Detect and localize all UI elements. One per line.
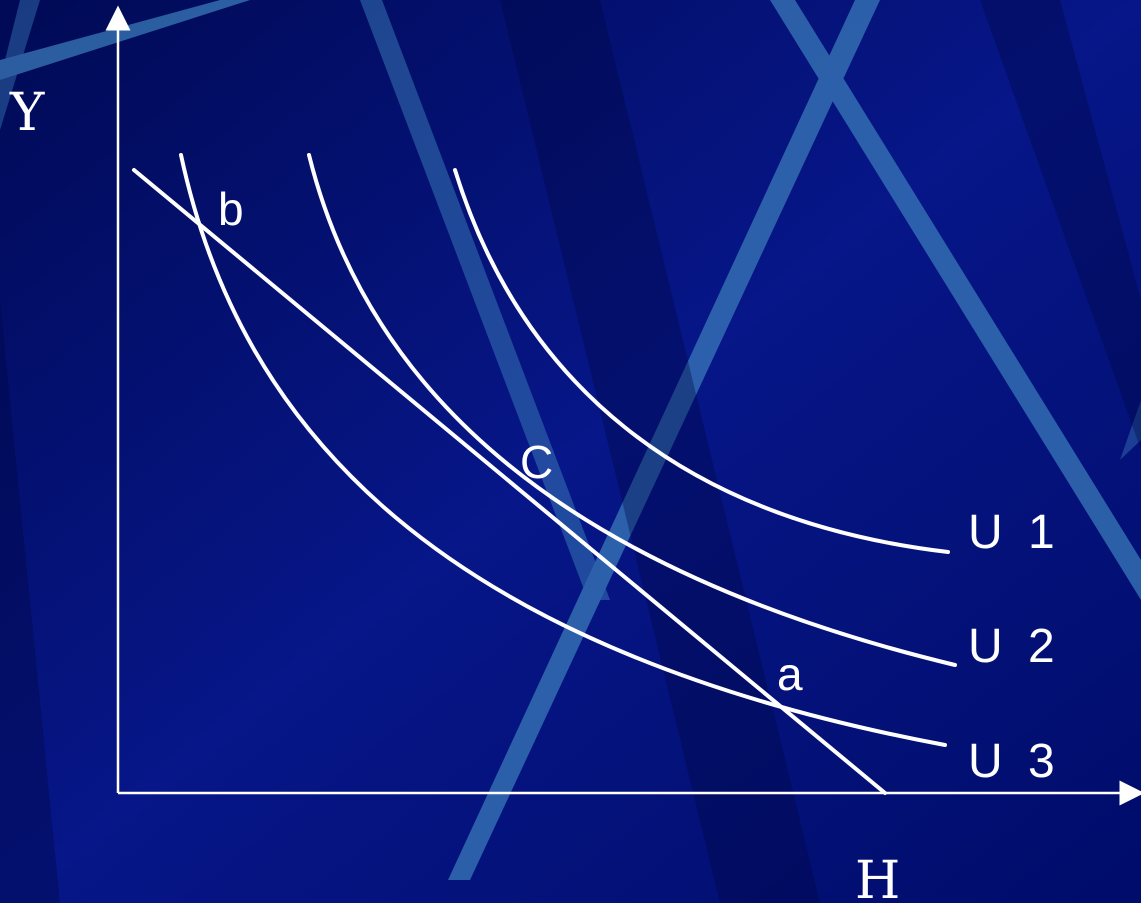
budget-line bbox=[132, 168, 887, 795]
stripe-left bbox=[0, 0, 40, 130]
point-label-b: b bbox=[218, 183, 244, 235]
point-label-a: a bbox=[777, 648, 803, 700]
curve-u2 bbox=[307, 153, 957, 667]
x-axis-label: H bbox=[855, 851, 900, 903]
curve-label-u3: U 3 bbox=[968, 735, 1061, 788]
curve-label-u1: U 1 bbox=[968, 506, 1061, 559]
stripe-cross-down bbox=[770, 0, 1141, 600]
curve-u3 bbox=[179, 153, 947, 747]
point-label-c: C bbox=[520, 436, 553, 488]
decorative-stripes bbox=[0, 0, 1141, 880]
curve-u1 bbox=[453, 168, 950, 554]
stripe-cross-up bbox=[448, 0, 880, 880]
y-axis-label: Y bbox=[9, 83, 45, 143]
stripe-top-left bbox=[0, 0, 250, 80]
shade-band-1 bbox=[0, 300, 60, 903]
curve-label-u2: U 2 bbox=[968, 620, 1061, 673]
shade-band-3 bbox=[980, 0, 1141, 450]
stripe-right-edge bbox=[1120, 400, 1141, 460]
stripe-center-diagonal bbox=[360, 0, 610, 600]
